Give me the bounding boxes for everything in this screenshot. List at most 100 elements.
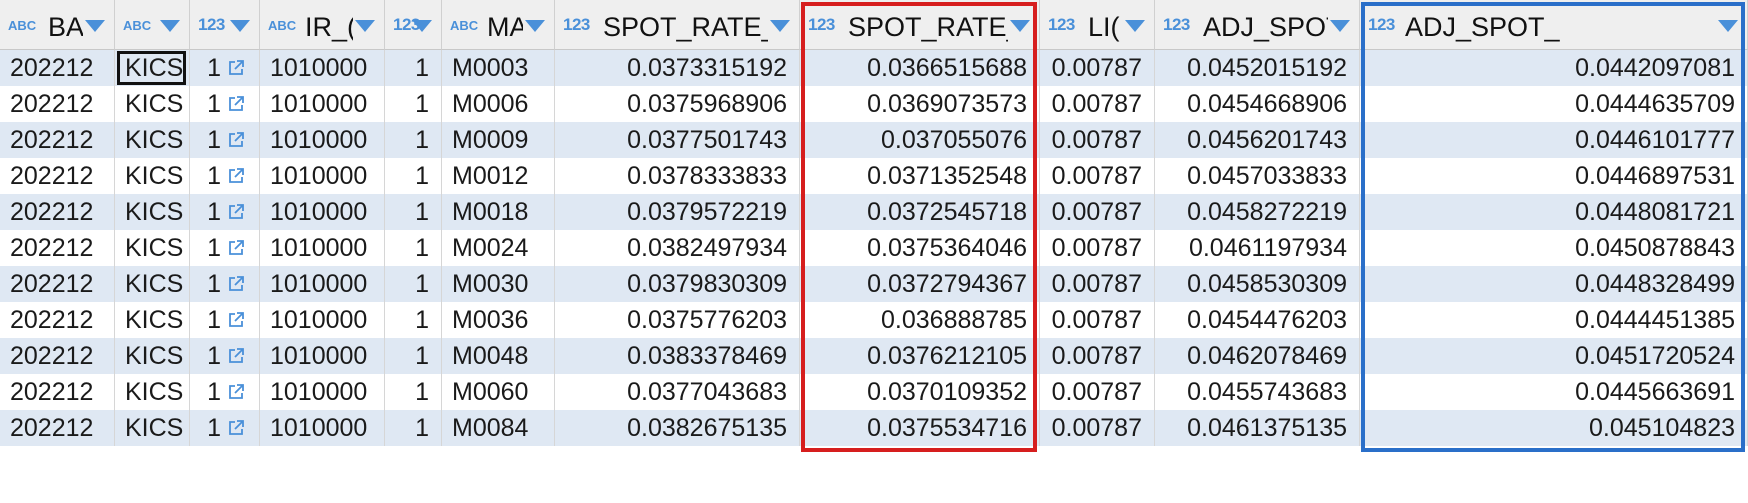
table-cell[interactable]: 202212	[0, 194, 115, 230]
table-cell[interactable]: 0.00787	[1040, 410, 1155, 446]
table-cell[interactable]: 1	[190, 194, 260, 230]
table-cell[interactable]: 1	[385, 410, 442, 446]
table-cell[interactable]: 0.0458272219	[1155, 194, 1360, 230]
table-cell[interactable]: 1	[190, 410, 260, 446]
table-cell[interactable]: 0.00787	[1040, 86, 1155, 122]
table-cell[interactable]: 202212	[0, 50, 115, 86]
table-cell[interactable]: 0.00787	[1040, 266, 1155, 302]
table-cell[interactable]: 0.00787	[1040, 338, 1155, 374]
table-cell[interactable]: 0.036888785	[800, 302, 1040, 338]
table-cell[interactable]: 0.0451720524	[1360, 338, 1748, 374]
external-link-icon[interactable]	[227, 383, 245, 401]
table-cell[interactable]: 0.0382497934	[555, 230, 800, 266]
external-link-icon[interactable]	[227, 347, 245, 365]
table-cell[interactable]: 0.0378333833	[555, 158, 800, 194]
table-cell[interactable]: 0.00787	[1040, 158, 1155, 194]
table-cell[interactable]: 0.0454668906	[1155, 86, 1360, 122]
column-header-3[interactable]: ABC IR_(	[260, 0, 385, 50]
table-cell[interactable]: 0.0461197934	[1155, 230, 1360, 266]
table-cell[interactable]: KICS	[115, 266, 190, 302]
table-cell[interactable]: 0.0372545718	[800, 194, 1040, 230]
table-cell[interactable]: 1010000	[260, 374, 385, 410]
table-cell[interactable]: M0024	[442, 230, 555, 266]
table-cell[interactable]: M0048	[442, 338, 555, 374]
table-cell[interactable]: 1010000	[260, 50, 385, 86]
table-cell[interactable]: 0.0456201743	[1155, 122, 1360, 158]
table-cell[interactable]: 0.00787	[1040, 302, 1155, 338]
table-row[interactable]: 202212 KICS 1 1010000 1 M0009 0.0377501743 0.03…	[0, 122, 1748, 158]
table-cell[interactable]: 202212	[0, 266, 115, 302]
external-link-icon[interactable]	[227, 131, 245, 149]
table-cell[interactable]: 1	[190, 86, 260, 122]
column-header-1[interactable]: ABC	[115, 0, 190, 50]
table-cell[interactable]: 1	[385, 122, 442, 158]
table-cell[interactable]: 1	[385, 302, 442, 338]
column-header-6[interactable]: 123 SPOT_RATE_D	[555, 0, 800, 50]
table-cell[interactable]: 0.0457033833	[1155, 158, 1360, 194]
table-cell[interactable]: 202212	[0, 410, 115, 446]
table-cell[interactable]: 1	[190, 122, 260, 158]
column-header-10[interactable]: 123 ADJ_SPOT_	[1360, 0, 1748, 50]
table-cell[interactable]: KICS	[115, 338, 190, 374]
table-cell[interactable]: 0.0461375135	[1155, 410, 1360, 446]
table-cell[interactable]: M0003	[442, 50, 555, 86]
table-cell[interactable]: 0.0382675135	[555, 410, 800, 446]
chevron-down-icon[interactable]	[1010, 20, 1030, 32]
table-row[interactable]: 202212 KICS 1 1010000 1 M0003 0.0373315192 0.03…	[0, 50, 1748, 86]
table-row[interactable]: 202212 KICS 1 1010000 1 M0060 0.0377043683 0.03…	[0, 374, 1748, 410]
table-cell[interactable]: 0.0373315192	[555, 50, 800, 86]
table-cell[interactable]: 202212	[0, 338, 115, 374]
table-cell[interactable]: 0.0452015192	[1155, 50, 1360, 86]
table-cell[interactable]: 1	[385, 374, 442, 410]
table-row[interactable]: 202212 KICS 1 1010000 1 M0036 0.0375776203 0.03…	[0, 302, 1748, 338]
table-cell[interactable]: 1	[190, 374, 260, 410]
chevron-down-icon[interactable]	[160, 20, 180, 32]
external-link-icon[interactable]	[227, 203, 245, 221]
table-cell[interactable]: KICS	[115, 122, 190, 158]
table-cell[interactable]: 202212	[0, 302, 115, 338]
table-cell[interactable]: 1	[385, 86, 442, 122]
table-cell[interactable]: 0.0375364046	[800, 230, 1040, 266]
external-link-icon[interactable]	[227, 59, 245, 77]
table-cell[interactable]: M0009	[442, 122, 555, 158]
table-cell[interactable]: 0.0444635709	[1360, 86, 1748, 122]
table-cell[interactable]: 0.0379830309	[555, 266, 800, 302]
table-cell[interactable]: 0.0448081721	[1360, 194, 1748, 230]
table-cell[interactable]: 0.0442097081	[1360, 50, 1748, 86]
table-cell[interactable]: 0.00787	[1040, 50, 1155, 86]
chevron-down-icon[interactable]	[85, 20, 105, 32]
table-row[interactable]: 202212 KICS 1 1010000 1 M0024 0.0382497934 0.03…	[0, 230, 1748, 266]
table-cell[interactable]: M0036	[442, 302, 555, 338]
column-header-7[interactable]: 123 SPOT_RATE_C	[800, 0, 1040, 50]
table-cell[interactable]: 0.0375968906	[555, 86, 800, 122]
column-header-0[interactable]: ABC BA	[0, 0, 115, 50]
table-cell[interactable]: 1	[190, 230, 260, 266]
column-header-5[interactable]: ABC MA	[442, 0, 555, 50]
table-cell[interactable]: 202212	[0, 374, 115, 410]
table-row[interactable]: 202212 KICS 1 1010000 1 M0084 0.0382675135 0.03…	[0, 410, 1748, 446]
table-cell[interactable]: 0.0370109352	[800, 374, 1040, 410]
table-cell[interactable]: KICS	[115, 230, 190, 266]
table-cell[interactable]: 1	[385, 194, 442, 230]
table-cell[interactable]: 1010000	[260, 230, 385, 266]
table-cell[interactable]: 1	[385, 230, 442, 266]
chevron-down-icon[interactable]	[1330, 20, 1350, 32]
table-cell[interactable]: 202212	[0, 158, 115, 194]
table-cell[interactable]: KICS	[115, 158, 190, 194]
chevron-down-icon[interactable]	[412, 20, 432, 32]
table-cell[interactable]: 1010000	[260, 338, 385, 374]
table-cell[interactable]: KICS	[115, 374, 190, 410]
table-cell[interactable]: 1	[190, 338, 260, 374]
table-cell[interactable]: 202212	[0, 122, 115, 158]
table-cell[interactable]: KICS	[115, 194, 190, 230]
table-cell[interactable]: 0.00787	[1040, 194, 1155, 230]
table-cell[interactable]: M0060	[442, 374, 555, 410]
table-cell[interactable]: 1	[385, 50, 442, 86]
chevron-down-icon[interactable]	[1718, 20, 1738, 32]
table-cell[interactable]: 1010000	[260, 194, 385, 230]
table-cell[interactable]: 1	[385, 338, 442, 374]
chevron-down-icon[interactable]	[770, 20, 790, 32]
external-link-icon[interactable]	[227, 419, 245, 437]
table-cell[interactable]: 0.0458530309	[1155, 266, 1360, 302]
table-cell[interactable]: 0.0446101777	[1360, 122, 1748, 158]
